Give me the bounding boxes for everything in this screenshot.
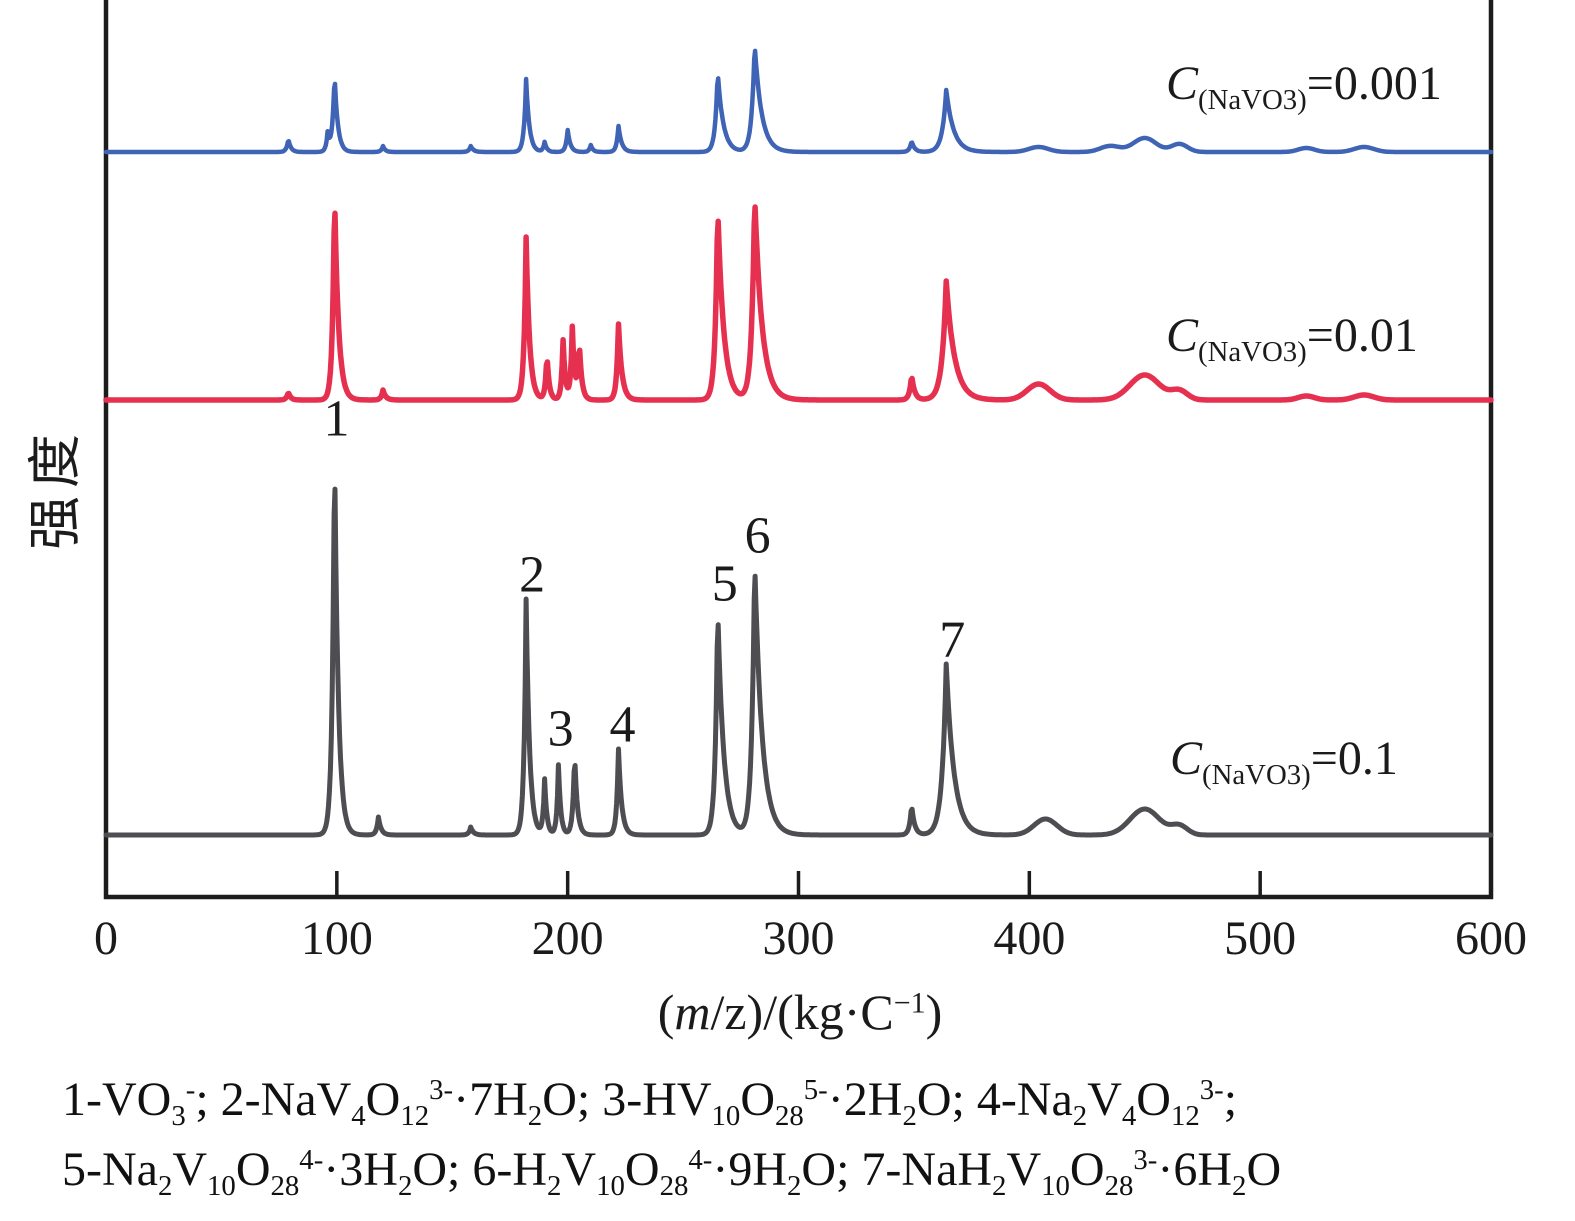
x-tick-label-300: 300: [762, 912, 835, 965]
x-tick-label-0: 0: [94, 912, 118, 965]
x-tick-label-400: 400: [993, 912, 1066, 965]
x-axis-title: (m/z)/(kg·C−1): [657, 984, 943, 1040]
concentration-label-2: C(NaVO3)=0.1: [1170, 732, 1398, 792]
peak-label-2: 2: [519, 546, 546, 604]
spectrum-trace-0: [103, 48, 1494, 155]
caption-line-2: 5-Na2V10O284-·3H2O; 6-H2V10O284-·9H2O; 7…: [62, 1143, 1282, 1203]
x-tick-label-200: 200: [531, 912, 604, 965]
caption-line-1: 1-VO3-; 2-NaV4O123-·7H2O; 3-HV10O285-·2H…: [62, 1073, 1238, 1133]
concentration-label-0: C(NaVO3)=0.001: [1166, 57, 1442, 117]
peak-label-6: 6: [744, 507, 771, 565]
x-tick-label-500: 500: [1224, 912, 1297, 965]
y-axis-label: 强度: [25, 426, 86, 550]
x-tick-label-600: 600: [1455, 912, 1527, 965]
x-tick-label-100: 100: [300, 912, 373, 965]
spectrum-trace-1: [103, 204, 1494, 403]
peak-label-7: 7: [939, 611, 966, 669]
peak-label-4: 4: [609, 696, 636, 754]
peak-label-1: 1: [323, 390, 350, 448]
peak-label-5: 5: [711, 555, 738, 613]
concentration-label-1: C(NaVO3)=0.01: [1166, 309, 1418, 369]
spectrum-trace-2: [103, 486, 1494, 838]
peak-label-3: 3: [547, 700, 574, 758]
